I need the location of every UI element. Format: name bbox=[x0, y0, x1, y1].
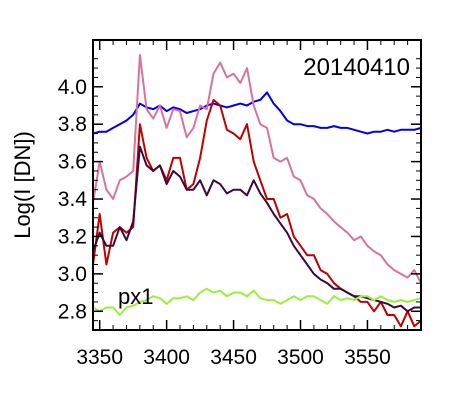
x-tick-label-3400: 3400 bbox=[143, 346, 190, 369]
plot-frame bbox=[92, 39, 422, 331]
y-tick-label-3.4: 3.4 bbox=[58, 188, 88, 211]
date-annotation: 20140410 bbox=[303, 54, 410, 81]
series-layer bbox=[92, 54, 422, 328]
x-tick-label-3500: 3500 bbox=[277, 346, 324, 369]
series-line-4 bbox=[92, 145, 421, 313]
y-tick-label-3.8: 3.8 bbox=[58, 113, 87, 136]
y-tick-label-2.8: 2.8 bbox=[58, 300, 87, 323]
y-tick-label-3.6: 3.6 bbox=[58, 151, 87, 174]
series-line-3 bbox=[92, 98, 422, 328]
y-axis-label: Log(I [DN]) bbox=[10, 131, 35, 239]
series-line-1 bbox=[92, 91, 422, 135]
x-tick-label-3350: 3350 bbox=[76, 346, 123, 369]
pixel-annotation: px1 bbox=[118, 284, 153, 309]
y-tick-label-4: 4.0 bbox=[58, 76, 87, 99]
y-tick-label-3: 3.0 bbox=[58, 263, 87, 286]
tick-layer: 3350 3400 3450 3500 3550 2.8 3.0 3.2 3.4 3.6 3.8 4.… bbox=[58, 39, 422, 369]
series-line-5 bbox=[92, 287, 422, 316]
x-tick-label-3550: 3550 bbox=[344, 346, 391, 369]
y-tick-label-3.2: 3.2 bbox=[58, 225, 87, 248]
x-tick-label-3450: 3450 bbox=[210, 346, 257, 369]
series-line-2 bbox=[92, 54, 422, 284]
